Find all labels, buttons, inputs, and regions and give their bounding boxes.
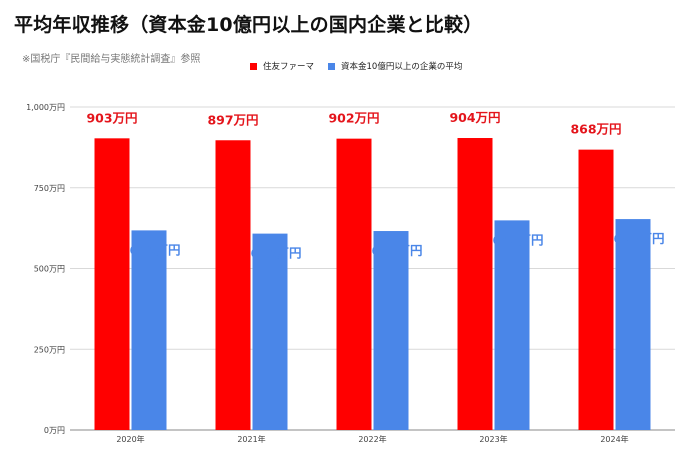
legend-item-series-1: 住友ファーマ [250,60,314,72]
y-tick-label: 500万円 [34,265,65,274]
legend-swatch-red [250,62,257,70]
data-label-series-1: 903万円 [86,110,137,125]
chart-legend: 住友ファーマ 資本金10億円以上の企業の平均 [250,60,462,72]
bar-series-2 [373,231,409,430]
legend-label-series-1: 住友ファーマ [263,62,315,72]
data-label-series-2: 618万円 [129,242,180,257]
y-tick-label: 1,000万円 [26,103,65,112]
data-label-series-1: 897万円 [207,112,258,127]
x-tick-label: 2021年 [237,434,265,444]
bar-series-1 [457,138,493,430]
chart-subtitle: ※国税庁『民間給与実態統計調査』参照 [22,54,201,65]
data-label-series-1: 902万円 [328,111,379,126]
bar-series-2 [252,233,288,430]
data-label-series-1: 904万円 [449,110,500,125]
legend-label-series-2: 資本金10億円以上の企業の平均 [341,62,463,72]
data-label-series-1: 868万円 [570,122,621,137]
data-label-series-2: 608万円 [250,246,301,261]
y-tick-label: 750万円 [34,184,65,193]
bar-series-2 [615,219,651,430]
data-label-series-2: 616万円 [371,243,422,258]
chart-title: 平均年収推移（資本金10億円以上の国内企業と比較） [14,14,483,36]
x-tick-label: 2020年 [116,434,144,444]
data-label-series-2: 649万円 [492,232,543,247]
legend-item-series-2: 資本金10億円以上の企業の平均 [328,60,462,72]
bar-series-1 [578,149,614,431]
bar-series-1 [94,138,130,430]
y-tick-label: 250万円 [34,345,65,354]
bar-series-2 [494,220,530,430]
data-label-series-2: 653万円 [613,231,664,246]
bar-series-1 [336,138,372,431]
x-tick-label: 2023年 [479,434,507,444]
x-tick-label: 2022年 [358,434,386,444]
y-tick-label: 0万円 [44,426,65,435]
bar-series-2 [131,230,167,430]
bar-series-1 [215,140,251,431]
legend-swatch-blue [328,62,336,70]
x-tick-label: 2024年 [600,434,628,444]
